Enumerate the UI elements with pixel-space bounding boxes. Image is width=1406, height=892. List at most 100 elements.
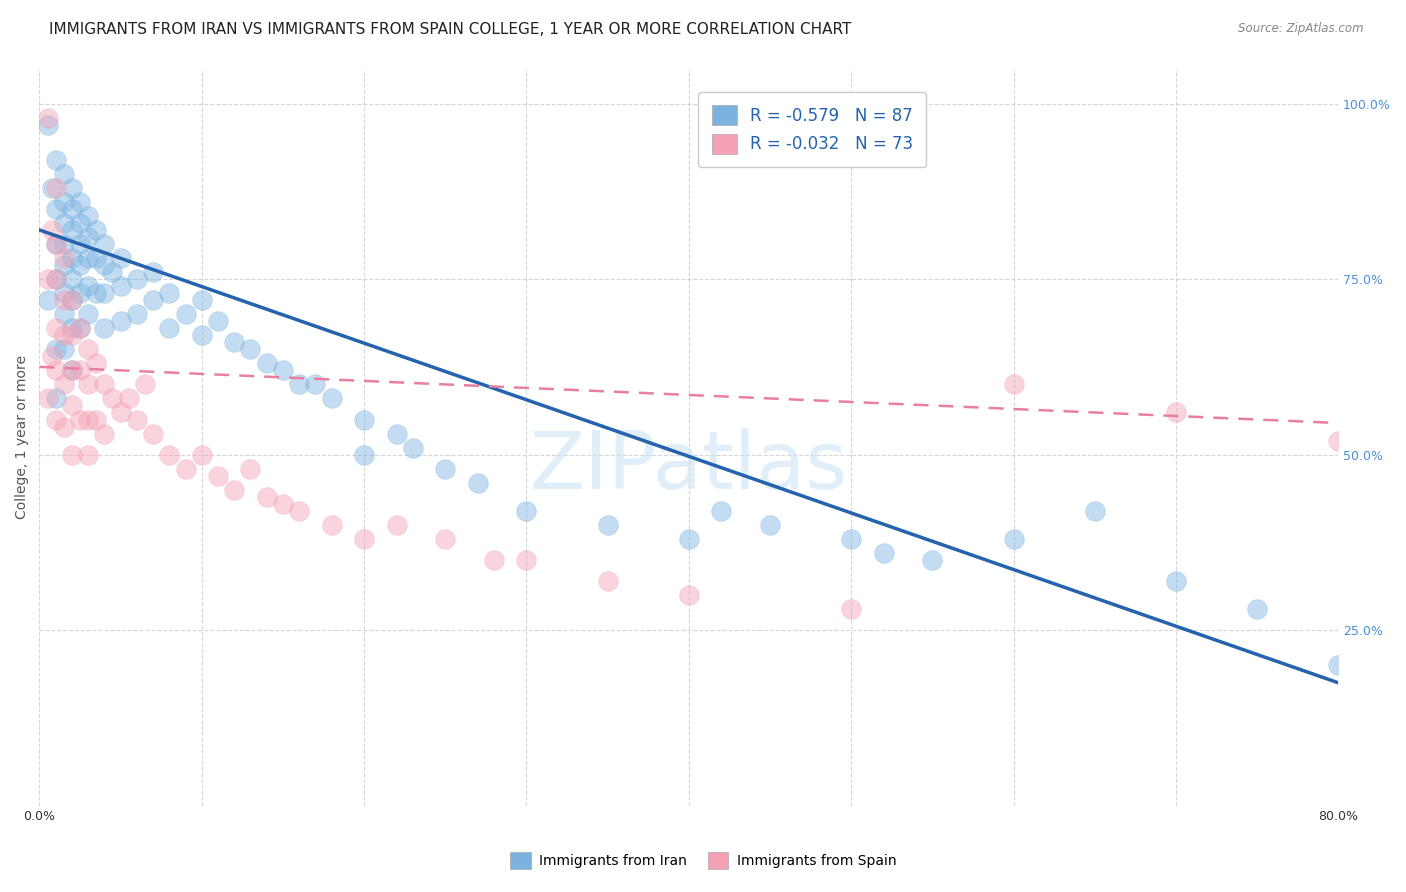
Point: [1084, 504, 1107, 518]
Point: [69, 194, 91, 209]
Point: [402, 441, 425, 455]
Point: [52, 194, 75, 209]
Point: [710, 504, 733, 518]
Legend: R = -0.579   N = 87, R = -0.032   N = 73: R = -0.579 N = 87, R = -0.032 N = 73: [699, 92, 927, 168]
Point: [60, 328, 83, 343]
Point: [41, 181, 63, 195]
Point: [60, 272, 83, 286]
Text: ZIPatlas: ZIPatlas: [530, 427, 848, 506]
Point: [45, 153, 67, 167]
Point: [60, 293, 83, 308]
Point: [385, 517, 408, 532]
Point: [174, 307, 197, 321]
Point: [271, 363, 294, 377]
Point: [60, 363, 83, 377]
Point: [60, 363, 83, 377]
Point: [84, 251, 107, 265]
Point: [321, 392, 343, 406]
Point: [142, 293, 165, 308]
Point: [101, 392, 124, 406]
Point: [839, 532, 862, 546]
Point: [1246, 602, 1268, 616]
Point: [84, 223, 107, 237]
Point: [101, 265, 124, 279]
Point: [84, 286, 107, 301]
Point: [45, 412, 67, 426]
Point: [191, 448, 214, 462]
Point: [839, 602, 862, 616]
Point: [93, 321, 115, 335]
Point: [207, 468, 229, 483]
Text: Source: ZipAtlas.com: Source: ZipAtlas.com: [1239, 22, 1364, 36]
Point: [759, 517, 782, 532]
Point: [45, 237, 67, 252]
Point: [77, 448, 100, 462]
Point: [596, 574, 619, 588]
Point: [239, 461, 262, 475]
Point: [84, 412, 107, 426]
Point: [174, 461, 197, 475]
Point: [60, 181, 83, 195]
Point: [872, 546, 894, 560]
Point: [515, 504, 537, 518]
Point: [142, 265, 165, 279]
Point: [1164, 405, 1187, 419]
Point: [157, 448, 180, 462]
Point: [125, 307, 148, 321]
Point: [77, 412, 100, 426]
Point: [239, 343, 262, 357]
Point: [224, 483, 246, 497]
Point: [93, 237, 115, 252]
Point: [434, 461, 457, 475]
Point: [69, 363, 91, 377]
Point: [52, 307, 75, 321]
Point: [434, 532, 457, 546]
Point: [41, 349, 63, 363]
Point: [45, 392, 67, 406]
Point: [45, 321, 67, 335]
Point: [52, 343, 75, 357]
Point: [45, 237, 67, 252]
Point: [191, 328, 214, 343]
Point: [110, 251, 132, 265]
Point: [288, 377, 311, 392]
Point: [125, 412, 148, 426]
Point: [304, 377, 326, 392]
Point: [77, 230, 100, 244]
Point: [256, 490, 278, 504]
Point: [353, 532, 375, 546]
Point: [157, 286, 180, 301]
Point: [37, 272, 59, 286]
Point: [69, 286, 91, 301]
Point: [256, 356, 278, 370]
Point: [321, 517, 343, 532]
Point: [60, 399, 83, 413]
Point: [69, 258, 91, 272]
Point: [52, 167, 75, 181]
Point: [125, 272, 148, 286]
Point: [45, 272, 67, 286]
Point: [45, 202, 67, 216]
Point: [921, 553, 943, 567]
Point: [69, 321, 91, 335]
Point: [191, 293, 214, 308]
Point: [467, 475, 489, 490]
Point: [207, 314, 229, 328]
Y-axis label: College, 1 year or more: College, 1 year or more: [15, 355, 30, 519]
Point: [1002, 532, 1025, 546]
Point: [52, 237, 75, 252]
Point: [69, 216, 91, 230]
Point: [93, 377, 115, 392]
Legend: Immigrants from Iran, Immigrants from Spain: Immigrants from Iran, Immigrants from Sp…: [505, 847, 901, 874]
Point: [37, 293, 59, 308]
Point: [52, 216, 75, 230]
Point: [157, 321, 180, 335]
Point: [77, 279, 100, 293]
Point: [52, 293, 75, 308]
Point: [69, 321, 91, 335]
Point: [77, 209, 100, 223]
Point: [77, 307, 100, 321]
Point: [60, 321, 83, 335]
Point: [110, 405, 132, 419]
Point: [93, 286, 115, 301]
